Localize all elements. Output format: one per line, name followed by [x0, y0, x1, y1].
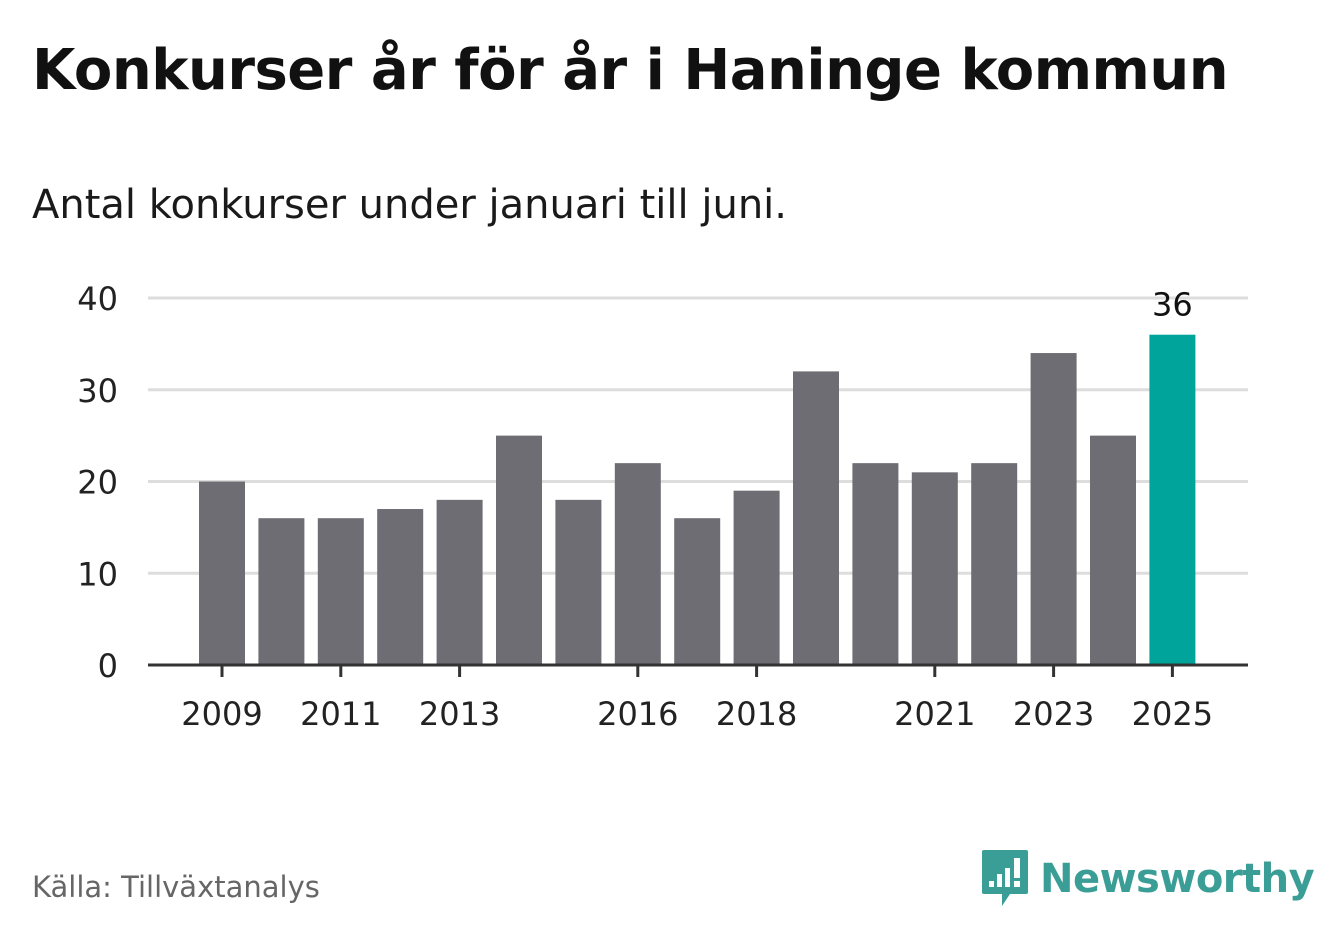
bar-2022 [971, 463, 1018, 665]
source-note: Källa: Tillväxtanalys [32, 870, 320, 904]
bar-2017 [674, 518, 721, 665]
y-tick-label-20: 20 [77, 464, 118, 502]
y-tick-label-10: 10 [77, 555, 118, 593]
x-tick-label-2013: 2013 [419, 695, 500, 733]
x-tick-label-2016: 2016 [597, 695, 678, 733]
chart-subtitle: Antal konkurser under januari till juni. [32, 182, 787, 228]
bar-2011 [317, 518, 364, 665]
bar-2012 [377, 509, 424, 665]
y-tick-label-0: 0 [98, 647, 118, 685]
bars [199, 334, 1196, 665]
y-tick-label-30: 30 [77, 372, 118, 410]
bar-2025 [1149, 334, 1196, 665]
bar-2024 [1090, 435, 1136, 665]
bar-2019 [793, 371, 839, 665]
y-tick-label-40: 40 [77, 280, 118, 318]
bar-2010 [258, 518, 305, 665]
brand-logo: Newsworthy [980, 848, 1315, 910]
bar-2014 [496, 435, 542, 665]
bar-2023 [1030, 353, 1077, 665]
data-labels: 36 [1152, 286, 1193, 324]
chart-title: Konkurser år för år i Haninge kommun [32, 38, 1229, 103]
bar-2018 [733, 490, 780, 665]
x-tick-label-2021: 2021 [894, 695, 975, 733]
x-tick-label-2023: 2023 [1013, 695, 1094, 733]
x-tick-label-2018: 2018 [716, 695, 797, 733]
bar-2009 [199, 481, 245, 665]
x-tick-label-2009: 2009 [181, 695, 262, 733]
y-axis-ticks: 0 10 20 30 40 [77, 280, 118, 685]
bar-2020 [852, 463, 899, 665]
x-tick-label-2011: 2011 [300, 695, 381, 733]
bar-2021 [911, 472, 958, 665]
bar-2016 [614, 463, 661, 665]
data-label-2025: 36 [1152, 286, 1193, 324]
bar-2013 [436, 499, 483, 665]
x-axis: 2009 2011 2013 2016 2018 2021 2023 2025 [148, 663, 1248, 733]
brand-name: Newsworthy [1040, 856, 1315, 902]
newsworthy-logo-icon [982, 850, 1028, 906]
bar-2015 [555, 499, 602, 665]
x-tick-label-2025: 2025 [1132, 695, 1213, 733]
